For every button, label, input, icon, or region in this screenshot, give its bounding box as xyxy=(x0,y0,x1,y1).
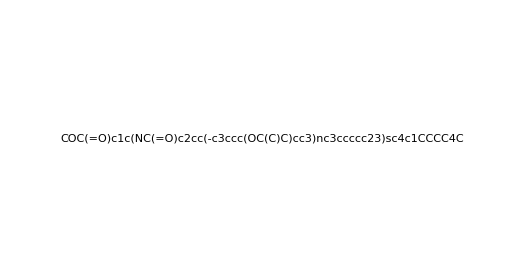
Text: COC(=O)c1c(NC(=O)c2cc(-c3ccc(OC(C)C)cc3)nc3ccccc23)sc4c1CCCC4C: COC(=O)c1c(NC(=O)c2cc(-c3ccc(OC(C)C)cc3)… xyxy=(60,134,463,144)
